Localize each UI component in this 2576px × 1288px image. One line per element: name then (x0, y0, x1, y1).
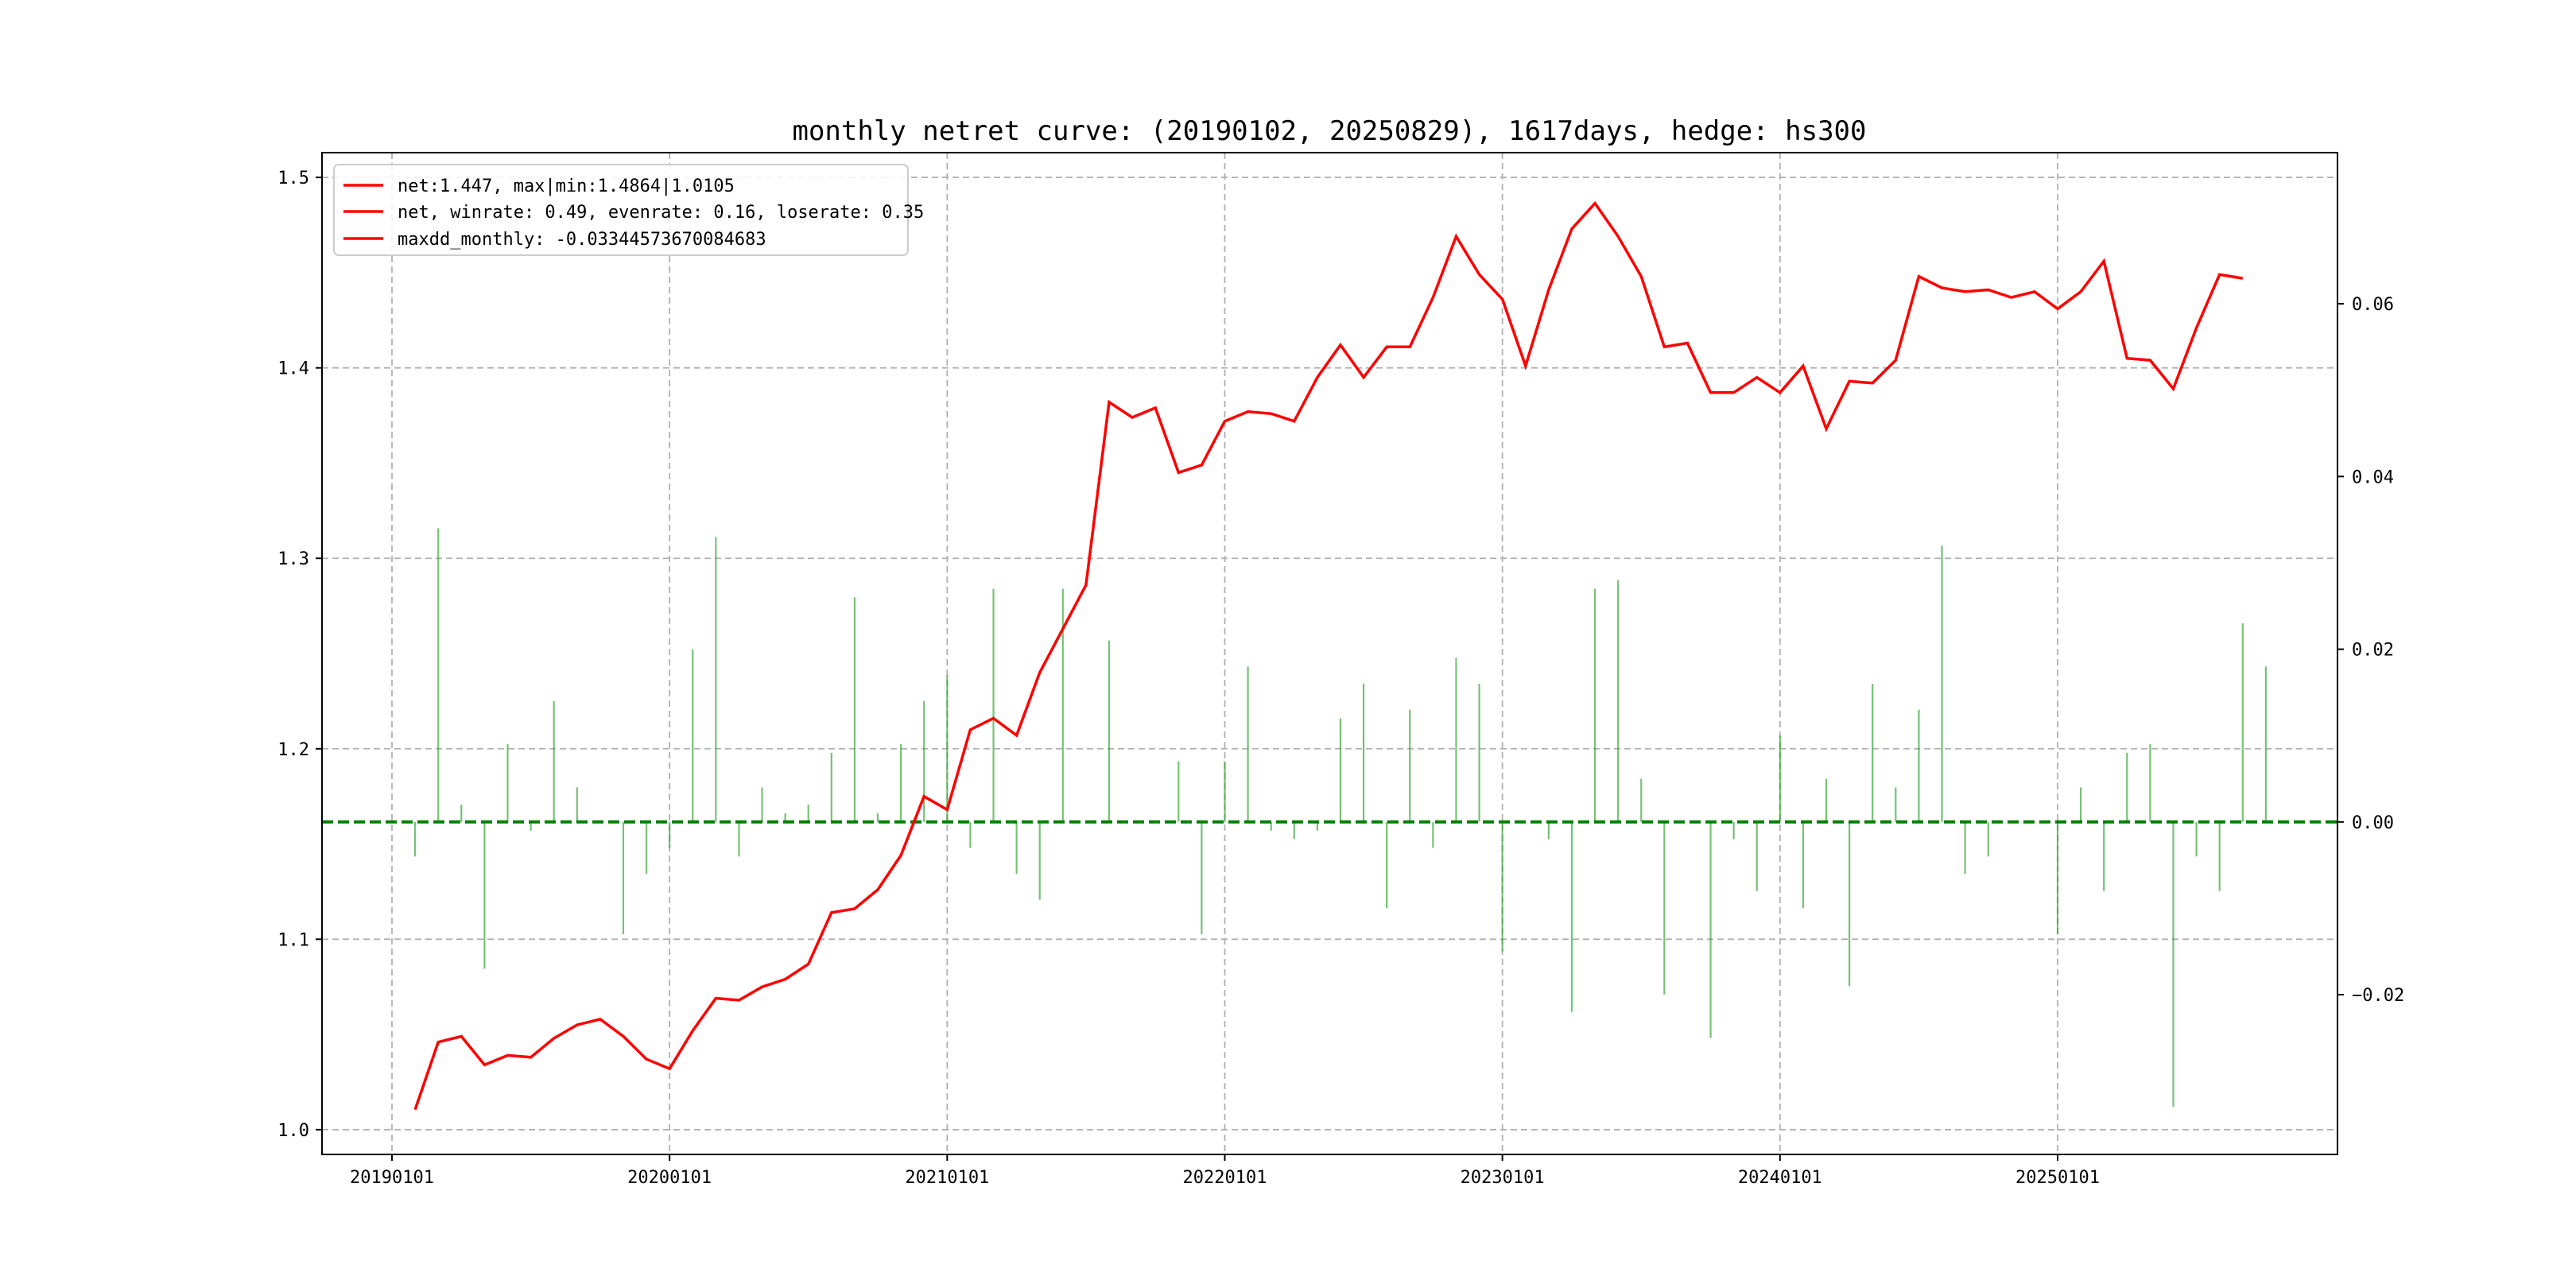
y-left-tick-label: 1.5 (277, 169, 309, 188)
x-tick-label: 20220101 (1183, 1168, 1267, 1188)
plot-frame (321, 152, 2338, 1155)
x-tick-label: 20230101 (1461, 1168, 1545, 1188)
legend-box (333, 164, 909, 256)
y-right-tick-label: 0.04 (2352, 467, 2394, 487)
legend: net:1.447, max|min:1.4864|1.0105 net, wi… (333, 164, 924, 256)
y-right-tick-label: −0.02 (2352, 986, 2404, 1006)
x-tick-label: 20240101 (1738, 1168, 1822, 1188)
axis-ticks: 20190101 20200101 20210101 20220101 20230101… (277, 169, 2404, 1188)
chart-title: monthly netret curve: (20190102, 2025082… (792, 115, 1866, 147)
legend-entry-3: maxdd_monthly: -0.03344573670084683 (398, 230, 766, 250)
x-tick-label: 20200101 (627, 1168, 712, 1188)
legend-entry-1: net:1.447, max|min:1.4864|1.0105 (398, 177, 735, 196)
y-right-tick-label: 0.06 (2352, 295, 2394, 315)
y-left-tick-label: 1.0 (277, 1121, 309, 1141)
net-curve-line (413, 200, 2244, 1111)
x-tick-label: 20210101 (905, 1168, 989, 1188)
x-tick-label: 20190101 (350, 1168, 434, 1188)
monthly-return-bars (413, 528, 2267, 1108)
plot-frame-bg (322, 153, 2337, 1154)
x-tick-label: 20250101 (2015, 1168, 2100, 1188)
y-left-tick-label: 1.4 (277, 359, 309, 379)
y-left-tick-label: 1.3 (277, 549, 309, 569)
legend-entry-2: net, winrate: 0.49, evenrate: 0.16, lose… (398, 203, 924, 223)
y-right-tick-label: 0.00 (2352, 813, 2394, 833)
y-right-tick-label: 0.02 (2352, 641, 2394, 661)
y-left-tick-label: 1.2 (277, 740, 309, 760)
y-left-tick-label: 1.1 (277, 930, 309, 950)
